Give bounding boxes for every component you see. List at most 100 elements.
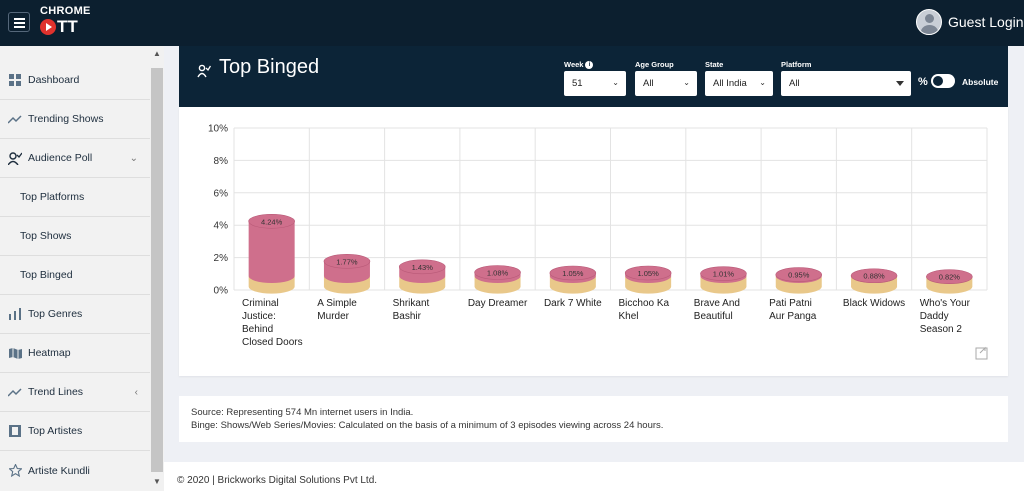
sidebar-item-label: Top Genres — [28, 308, 83, 320]
data-label: 1.43% — [412, 263, 434, 272]
age-group-label: Age Group — [635, 60, 674, 69]
sidebar-item-label: Top Platforms — [20, 191, 85, 203]
data-label: 0.88% — [863, 272, 885, 281]
map-icon — [8, 346, 22, 360]
bar-cap — [850, 268, 898, 284]
chevron-left-icon: ‹ — [134, 386, 138, 398]
play-icon — [40, 18, 56, 35]
x-tick-label: Criminal Justice: Behind Closed Doors — [242, 298, 303, 348]
export-arrow-icon — [979, 346, 986, 354]
bar-cap — [926, 269, 973, 285]
percent-label: % — [918, 76, 928, 88]
app-logo[interactable]: CHROME TT — [40, 6, 91, 35]
y-tick-label: 6% — [214, 188, 229, 199]
bar — [248, 221, 295, 283]
data-label: 0.82% — [939, 273, 961, 282]
sidebar-item-heatmap[interactable]: Heatmap — [0, 334, 150, 373]
logo-line1: CHROME — [40, 5, 91, 17]
chevron-down-icon: ⌄ — [612, 78, 619, 87]
copyright-text: © 2020 | Brickworks Digital Solutions Pv… — [177, 475, 378, 486]
sidebar-item-top-binged[interactable]: Top Binged — [0, 256, 150, 295]
week-value: 51 — [572, 78, 583, 89]
bar-cap — [474, 265, 521, 280]
trend-lines-icon — [8, 385, 22, 399]
state-value: All India — [713, 78, 747, 89]
age-group-select[interactable]: All ⌄ — [635, 71, 697, 96]
platform-label: Platform — [781, 60, 812, 69]
guest-login-link[interactable]: Guest Login — [948, 14, 1024, 30]
state-select[interactable]: All India ⌄ — [705, 71, 773, 96]
source-line: Source: Representing 574 Mn internet use… — [191, 407, 414, 418]
data-label: 1.08% — [487, 269, 509, 278]
top-binged-chart: 0% 2% 4% 6% 8% 10% 4.24% Criminal Justice: Behind… — [208, 124, 988, 360]
y-tick-label: 2% — [214, 253, 229, 264]
y-tick-label: 10% — [208, 124, 228, 135]
caret-down-icon — [896, 81, 904, 86]
bar-cap — [775, 267, 823, 282]
x-tick-label: Brave And Beautiful — [694, 298, 740, 322]
bar-cap — [549, 265, 597, 281]
page-title: Top Binged — [197, 56, 319, 79]
absolute-label: Absolute — [962, 77, 999, 87]
user-avatar-icon[interactable] — [916, 9, 942, 35]
sidebar-item-label: Dashboard — [28, 74, 80, 86]
sidebar-scrollbar[interactable]: ▲ ▼ — [150, 46, 164, 491]
sidebar-item-label: Artiste Kundli — [28, 464, 90, 477]
sidebar-item-top-platforms[interactable]: Top Platforms — [0, 178, 150, 217]
sidebar-item-trending-shows[interactable]: Trending Shows — [0, 100, 150, 139]
bar-cap — [700, 266, 747, 281]
bar-cap — [248, 214, 295, 229]
scrollbar-thumb[interactable] — [151, 68, 163, 472]
sidebar: Dashboard Trending Shows Audience Poll ⌄… — [0, 46, 150, 491]
chart-card: 0% 2% 4% 6% 8% 10% 4.24% Criminal Justice: Behind… — [179, 107, 1008, 376]
bar-cap — [323, 254, 371, 269]
sidebar-item-audience-poll[interactable]: Audience Poll ⌄ — [0, 139, 150, 178]
x-tick-label: Black Widows — [843, 298, 905, 309]
sidebar-item-label: Audience Poll — [28, 152, 93, 164]
data-label: 4.24% — [261, 217, 283, 226]
page-title-text: Top Binged — [219, 56, 320, 78]
sidebar-item-label: Top Shows — [20, 230, 72, 242]
sidebar-item-artiste-kundli[interactable]: Artiste Kundli — [0, 451, 150, 490]
week-select[interactable]: 51 ⌄ — [564, 71, 626, 96]
age-group-value: All — [643, 78, 654, 89]
y-tick-label: 0% — [214, 286, 229, 297]
platform-select[interactable]: All — [781, 71, 911, 96]
y-tick-label: 4% — [214, 221, 229, 232]
trending-icon — [8, 112, 22, 126]
logo-line2: TT — [57, 17, 78, 36]
sidebar-item-label: Top Binged — [20, 269, 73, 281]
source-note: Source: Representing 574 Mn internet use… — [179, 396, 1008, 442]
top-bar: CHROME TT Guest Login — [0, 0, 1024, 46]
export-icon[interactable] — [975, 347, 988, 360]
x-tick-label: Dark 7 White — [544, 298, 602, 309]
data-label: 0.95% — [788, 271, 810, 280]
sidebar-item-top-genres[interactable]: Top Genres — [0, 295, 150, 334]
sidebar-item-label: Top Artistes — [28, 425, 83, 437]
data-label: 1.05% — [638, 269, 660, 278]
sidebar-item-label: Trending Shows — [28, 113, 104, 125]
star-icon — [8, 464, 22, 478]
info-icon[interactable]: i — [585, 61, 594, 69]
data-label: 1.01% — [713, 270, 735, 279]
binge-person-icon — [197, 61, 212, 77]
data-label: 1.05% — [562, 269, 584, 278]
x-tick-label: Who's Your Daddy Season 2 — [920, 298, 971, 335]
data-label: 1.77% — [336, 257, 358, 266]
toggle-knob — [933, 76, 943, 86]
menu-toggle-button[interactable] — [8, 12, 30, 32]
sidebar-item-dashboard[interactable]: Dashboard — [0, 61, 150, 100]
chevron-down-icon: ⌄ — [129, 152, 138, 164]
x-tick-label: Bicchoo Ka Khel — [619, 298, 670, 322]
sidebar-item-top-shows[interactable]: Top Shows — [0, 217, 150, 256]
y-tick-label: 8% — [214, 156, 229, 167]
binge-definition-line: Binge: Shows/Web Series/Movies: Calculat… — [191, 420, 664, 431]
sidebar-item-label: Trend Lines — [28, 386, 84, 398]
sidebar-item-top-artistes[interactable]: Top Artistes — [0, 412, 150, 451]
scroll-down-icon[interactable]: ▼ — [153, 477, 161, 486]
absolute-toggle[interactable] — [931, 74, 955, 88]
sidebar-item-trend-lines[interactable]: Trend Lines ‹ — [0, 373, 150, 412]
state-label: State — [705, 60, 724, 69]
scroll-up-icon[interactable]: ▲ — [153, 49, 161, 58]
chevron-down-icon: ⌄ — [759, 78, 766, 87]
